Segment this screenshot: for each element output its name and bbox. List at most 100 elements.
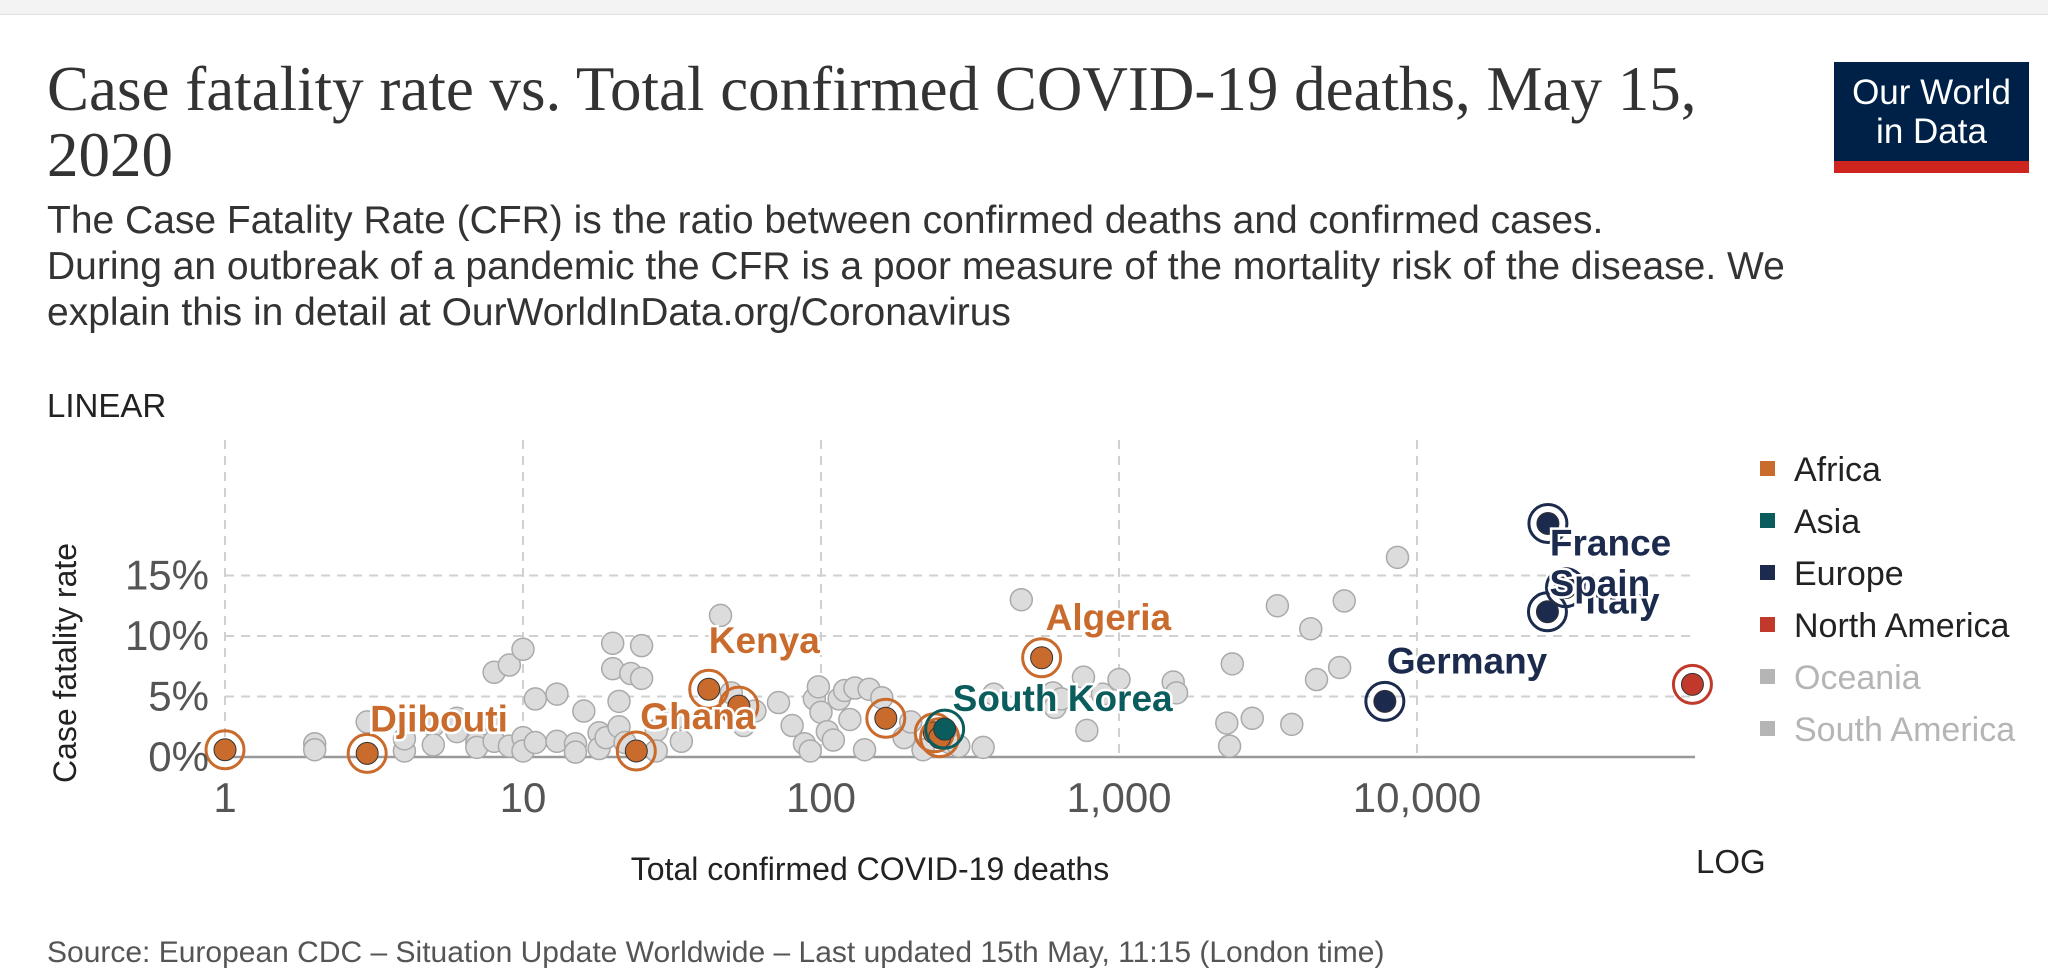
data-point[interactable]: [1164, 681, 1189, 705]
data-point[interactable]: [511, 637, 535, 662]
highlight-point[interactable]: [727, 694, 751, 718]
data-point[interactable]: [445, 706, 469, 731]
highlight-point[interactable]: [1373, 689, 1397, 713]
data-point[interactable]: [523, 730, 548, 755]
legend-swatch: [1760, 721, 1775, 736]
data-point[interactable]: [392, 727, 417, 751]
data-point[interactable]: [523, 687, 548, 711]
grid: [220, 440, 1695, 759]
data-point[interactable]: [780, 713, 804, 738]
data-point[interactable]: [838, 707, 862, 732]
data-point[interactable]: [1215, 711, 1239, 735]
x-scale-toggle[interactable]: LOG: [1696, 843, 1766, 880]
data-point[interactable]: [600, 631, 625, 656]
data-point[interactable]: [852, 737, 877, 762]
highlight-ring: [1364, 680, 1406, 722]
highlight-point[interactable]: [1536, 511, 1560, 535]
chart-area: LINEAR LOG Total confirmed COVID-19 deat…: [0, 380, 2048, 900]
highlight-ring: [204, 729, 246, 771]
data-point[interactable]: [1385, 545, 1410, 570]
data-point[interactable]: [971, 735, 995, 760]
highlight-point[interactable]: [933, 717, 957, 741]
legend-swatch: [1760, 461, 1775, 476]
x-tick-label: 10: [500, 774, 547, 821]
data-point[interactable]: [421, 733, 446, 757]
highlight-point[interactable]: [1030, 646, 1054, 670]
data-point[interactable]: [1280, 712, 1304, 737]
data-point[interactable]: [629, 633, 654, 658]
legend-swatch: [1760, 565, 1775, 580]
legend-label[interactable]: Europe: [1794, 555, 1904, 593]
highlight-ring: [1526, 591, 1568, 633]
source-note: Source: European CDC – Situation Update …: [47, 936, 1385, 969]
highlight-ring: [924, 708, 966, 750]
highlight-ring: [615, 730, 657, 772]
data-point[interactable]: [766, 690, 791, 715]
country-label: Kenya: [709, 620, 820, 661]
data-point[interactable]: [1332, 589, 1357, 613]
data-point[interactable]: [1090, 682, 1115, 706]
legend-label[interactable]: Oceania: [1794, 659, 1921, 697]
highlight-point[interactable]: [1535, 600, 1559, 624]
data-point[interactable]: [497, 653, 522, 677]
chart-title: Case fatality rate vs. Total confirmed C…: [47, 54, 1697, 190]
data-point[interactable]: [1220, 652, 1245, 676]
legend: Africa Asia Europe North America Oceania Sout…: [1760, 451, 2015, 749]
y-tick-label: 10%: [125, 612, 209, 659]
data-point[interactable]: [1217, 734, 1242, 758]
highlight-point[interactable]: [213, 738, 237, 762]
data-point[interactable]: [1107, 667, 1131, 692]
data-point[interactable]: [1327, 655, 1352, 680]
data-point[interactable]: [1265, 594, 1290, 618]
data-point[interactable]: [821, 728, 846, 752]
data-point[interactable]: [982, 682, 1006, 706]
data-point[interactable]: [798, 739, 822, 763]
data-point[interactable]: [572, 699, 596, 723]
y-tick-label: 15%: [125, 552, 209, 599]
country-label: France: [1550, 522, 1671, 563]
data-point[interactable]: [870, 685, 894, 710]
legend-label[interactable]: Africa: [1794, 451, 1881, 489]
data-point[interactable]: [661, 707, 686, 732]
data-point[interactable]: [669, 729, 694, 754]
chart-subtitle: The Case Fatality Rate (CFR) is the rati…: [47, 198, 1897, 336]
y-tick-label: 0%: [148, 733, 209, 780]
y-tick-label: 5%: [148, 673, 209, 720]
logo-line-1: Our World: [1852, 73, 2011, 112]
highlight-ring: [919, 717, 961, 759]
highlight-point[interactable]: [1553, 576, 1577, 600]
highlight-point[interactable]: [624, 739, 648, 763]
data-point[interactable]: [1075, 718, 1099, 743]
x-tick-label: 1,000: [1066, 774, 1171, 821]
legend-label[interactable]: South America: [1794, 711, 2015, 749]
data-point[interactable]: [708, 603, 733, 628]
subtitle-line-1: The Case Fatality Rate (CFR) is the rati…: [47, 199, 1604, 242]
highlight-point[interactable]: [697, 677, 721, 701]
y-scale-toggle[interactable]: LINEAR: [47, 387, 166, 424]
data-point[interactable]: [302, 737, 327, 762]
highlighted-countries: [204, 502, 1713, 774]
legend-swatch: [1760, 617, 1775, 632]
country-label: Italy: [1585, 581, 1659, 622]
data-point[interactable]: [1298, 616, 1323, 641]
highlight-point[interactable]: [1680, 672, 1704, 696]
owid-logo[interactable]: Our World in Data: [1834, 62, 2029, 173]
country-label: Djibouti: [370, 698, 508, 739]
data-point[interactable]: [1071, 665, 1096, 689]
data-point[interactable]: [545, 682, 569, 706]
data-point[interactable]: [1240, 706, 1265, 731]
legend-label[interactable]: Asia: [1794, 503, 1860, 541]
data-point[interactable]: [607, 689, 631, 714]
country-label: South Korea: [953, 678, 1173, 719]
highlight-point[interactable]: [355, 741, 379, 765]
x-tick-label: 100: [786, 774, 856, 821]
data-point[interactable]: [1009, 587, 1034, 612]
highlight-point[interactable]: [874, 706, 898, 730]
data-point[interactable]: [629, 666, 654, 691]
data-point[interactable]: [1049, 687, 1073, 711]
legend-label[interactable]: North America: [1794, 607, 2009, 645]
highlight-ring: [865, 697, 907, 739]
data-point[interactable]: [1304, 667, 1329, 692]
data-point[interactable]: [563, 740, 588, 764]
data-point[interactable]: [806, 675, 831, 699]
